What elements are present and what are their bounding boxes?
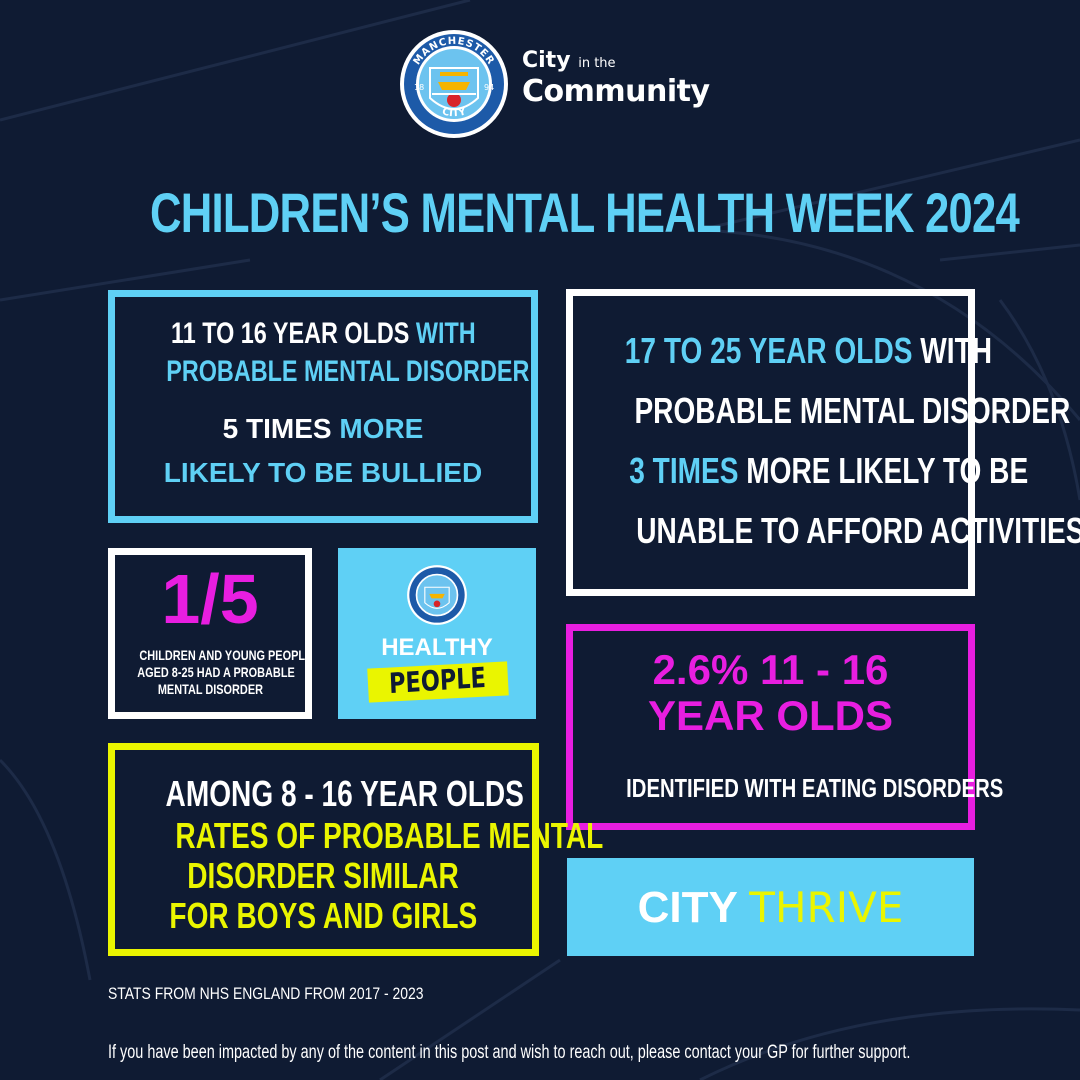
- eating-caption: IDENTIFIED WITH EATING DISORDERS: [626, 773, 1004, 803]
- fraction-figure: 1/5: [161, 560, 259, 638]
- card-outcome: LIKELY TO BE BULLIED: [163, 457, 483, 488]
- card-subheading: PROBABLE MENTAL DISORDER: [166, 355, 530, 388]
- city-in-the-community-logo: City in the Community: [522, 48, 710, 109]
- svg-text:CITY: CITY: [441, 106, 468, 119]
- stat-card-eating-disorders: 2.6% 11 - 16 YEAR OLDS IDENTIFIED WITH E…: [566, 624, 1003, 830]
- manchester-city-crest-logo: MANCHESTER CITY 18 94: [400, 30, 508, 138]
- people-label: PEOPLE: [387, 660, 486, 701]
- page-title: CHILDREN’S MENTAL HEALTH WEEK 2024: [150, 181, 1020, 244]
- manchester-city-crest-small-logo: [407, 565, 467, 625]
- card-multiplier: 3 TIMES: [629, 450, 739, 491]
- stat-card-afford-activities: 17 TO 25 YEAR OLDS WITH PROBABLE MENTAL …: [566, 289, 1080, 596]
- stats-source: STATS FROM NHS ENGLAND FROM 2017 - 2023: [108, 984, 424, 1003]
- card-subheading: PROBABLE MENTAL DISORDER: [634, 390, 1071, 431]
- card-heading-age: 17 TO 25 YEAR OLDS: [624, 330, 913, 371]
- svg-text:94: 94: [484, 83, 494, 92]
- city-thrive-logo-card: CITY THRIVE: [567, 858, 974, 956]
- thrive-label: THRIVE: [749, 883, 904, 932]
- eating-figure: 2.6% 11 - 16: [652, 646, 889, 693]
- healthy-label: HEALTHY: [381, 634, 493, 661]
- card-multiplier: 5 TIMES: [222, 413, 332, 444]
- svg-text:18: 18: [414, 83, 424, 92]
- card-heading-age: AMONG 8 - 16 YEAR OLDS: [165, 773, 524, 814]
- card-outcome: UNABLE TO AFFORD ACTIVITIES: [636, 510, 1080, 551]
- healthy-people-logo-card: HEALTHY PEOPLE: [338, 548, 536, 719]
- stat-card-boys-and-girls: AMONG 8 - 16 YEAR OLDS RATES OF PROBABLE…: [108, 743, 603, 956]
- stat-card-one-in-five: 1/5 CHILDREN AND YOUNG PEOPLE AGED 8-25 …: [108, 548, 312, 719]
- stat-card-bullied: 11 TO 16 YEAR OLDS WITH PROBABLE MENTAL …: [108, 290, 538, 523]
- card-heading-age: 11 TO 16 YEAR OLDS: [170, 317, 410, 350]
- support-disclaimer: If you have been impacted by any of the …: [108, 1042, 911, 1063]
- city-label: CITY: [637, 883, 738, 932]
